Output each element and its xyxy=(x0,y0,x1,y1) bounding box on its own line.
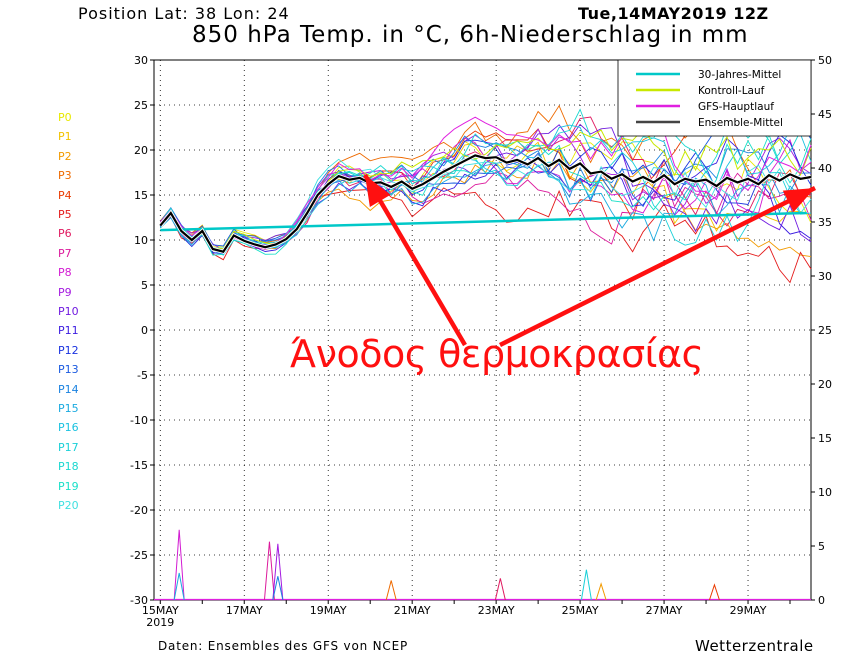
member-label: P7 xyxy=(58,246,72,260)
member-label: P19 xyxy=(58,479,79,493)
member-label: P4 xyxy=(58,188,72,202)
annotation-text: Άνοδος θερμοκρασίας xyxy=(290,332,704,376)
right-tick-label: 30 xyxy=(818,270,832,283)
member-label: P0 xyxy=(58,111,72,124)
member-label: P5 xyxy=(58,208,72,221)
left-tick-label: 15 xyxy=(134,189,148,202)
precip-peak xyxy=(595,582,607,601)
member-label: P16 xyxy=(58,421,79,435)
x-tick-label: 27MAY xyxy=(646,604,683,617)
left-tick-label: -10 xyxy=(130,414,148,427)
legend-label: 30-Jahres-Mittel xyxy=(698,69,781,81)
precipitation-bars xyxy=(154,529,811,601)
member-line xyxy=(159,158,812,249)
legend-label: Ensemble-Mittel xyxy=(698,117,783,129)
climatology-line xyxy=(160,211,807,232)
x-tick-label: 15MAY xyxy=(142,604,179,617)
precip-peak xyxy=(494,578,506,601)
x-tick-label: 23MAY xyxy=(478,604,515,617)
member-label: P14 xyxy=(58,382,79,396)
member-label: P2 xyxy=(58,149,72,163)
precip-peak xyxy=(708,583,720,601)
gridlines xyxy=(154,60,811,600)
left-tick-label: 0 xyxy=(141,324,148,337)
x-tick-label: 17MAY xyxy=(226,604,263,617)
legend: 30-Jahres-Mittel Kontroll-Lauf GFS-Hauptla… xyxy=(617,59,812,137)
legend-label: Kontroll-Lauf xyxy=(698,85,765,97)
member-label: P6 xyxy=(58,227,72,241)
position-label: Position Lat: 38 Lon: 24 xyxy=(78,4,290,23)
left-axis-ticks: 30 25 20 15 10 5 0 -5 -10 -15 -20 -25 -30 xyxy=(130,54,154,607)
ensemble-mean-line xyxy=(158,153,812,254)
x-tick-year: 2019 xyxy=(146,616,174,629)
arrow-right-shaft xyxy=(498,185,817,348)
precip-peak xyxy=(173,529,185,601)
right-tick-label: 25 xyxy=(818,324,832,337)
right-tick-label: 10 xyxy=(818,486,832,499)
annotation-arrows xyxy=(363,173,817,348)
member-line xyxy=(159,151,812,254)
right-tick-label: 35 xyxy=(818,216,832,229)
precip-peak xyxy=(263,541,275,601)
legend-label: GFS-Hauptlauf xyxy=(698,101,774,113)
member-label: P20 xyxy=(58,499,79,512)
member-label: P11 xyxy=(58,324,79,338)
member-label: P9 xyxy=(58,285,72,299)
left-tick-label: -25 xyxy=(130,549,148,562)
climatology-path xyxy=(160,211,807,232)
member-line xyxy=(159,154,812,256)
ensemble-mean-path xyxy=(159,154,812,253)
left-tick-label: 10 xyxy=(134,234,148,247)
x-tick-label: 29MAY xyxy=(730,604,767,617)
brand-label: Wetterzentrale xyxy=(695,637,814,655)
member-label: P12 xyxy=(58,343,79,357)
member-label: P8 xyxy=(58,266,72,280)
arrow-left-head xyxy=(365,175,391,207)
member-line xyxy=(159,137,812,255)
left-tick-label: 5 xyxy=(141,279,148,292)
precip-peak xyxy=(173,572,185,601)
left-tick-label: -5 xyxy=(137,369,148,382)
right-tick-label: 5 xyxy=(818,540,825,553)
arrow-left-shaft xyxy=(363,173,467,347)
right-tick-label: 50 xyxy=(818,54,832,67)
precip-peak xyxy=(385,580,397,601)
precip-peak xyxy=(272,576,284,601)
left-tick-label: 25 xyxy=(134,99,148,112)
right-tick-label: 40 xyxy=(818,162,832,175)
member-line xyxy=(159,134,812,254)
data-source: Daten: Ensembles des GFS von NCEP xyxy=(158,639,408,653)
x-tick-label: 21MAY xyxy=(394,604,431,617)
precip-peak xyxy=(272,543,284,601)
left-tick-label: -15 xyxy=(130,459,148,472)
legend-box xyxy=(617,59,812,137)
right-tick-label: 0 xyxy=(818,594,825,607)
member-label: P17 xyxy=(58,440,79,454)
x-tick-label: 25MAY xyxy=(562,604,599,617)
run-line xyxy=(159,128,812,250)
arrow-right-head xyxy=(782,188,815,213)
member-label: P18 xyxy=(58,460,79,474)
member-label: P1 xyxy=(58,130,72,144)
member-label: P3 xyxy=(58,169,72,183)
member-label: P15 xyxy=(58,402,79,415)
precip-peak xyxy=(580,569,592,601)
left-tick-label: 30 xyxy=(134,54,148,67)
left-tick-label: 20 xyxy=(134,144,148,157)
left-tick-label: -20 xyxy=(130,504,148,517)
right-tick-label: 45 xyxy=(818,108,832,121)
member-label: P10 xyxy=(58,305,79,318)
right-tick-label: 20 xyxy=(818,378,832,391)
run-date: Tue,14MAY2019 12Z xyxy=(578,4,769,23)
x-tick-label: 19MAY xyxy=(310,604,347,617)
chart-title: 850 hPa Temp. in °C, 6h-Niederschlag in … xyxy=(192,22,749,48)
member-label: P13 xyxy=(58,363,79,377)
left-tick-label: -30 xyxy=(130,594,148,607)
right-tick-label: 15 xyxy=(818,432,832,445)
